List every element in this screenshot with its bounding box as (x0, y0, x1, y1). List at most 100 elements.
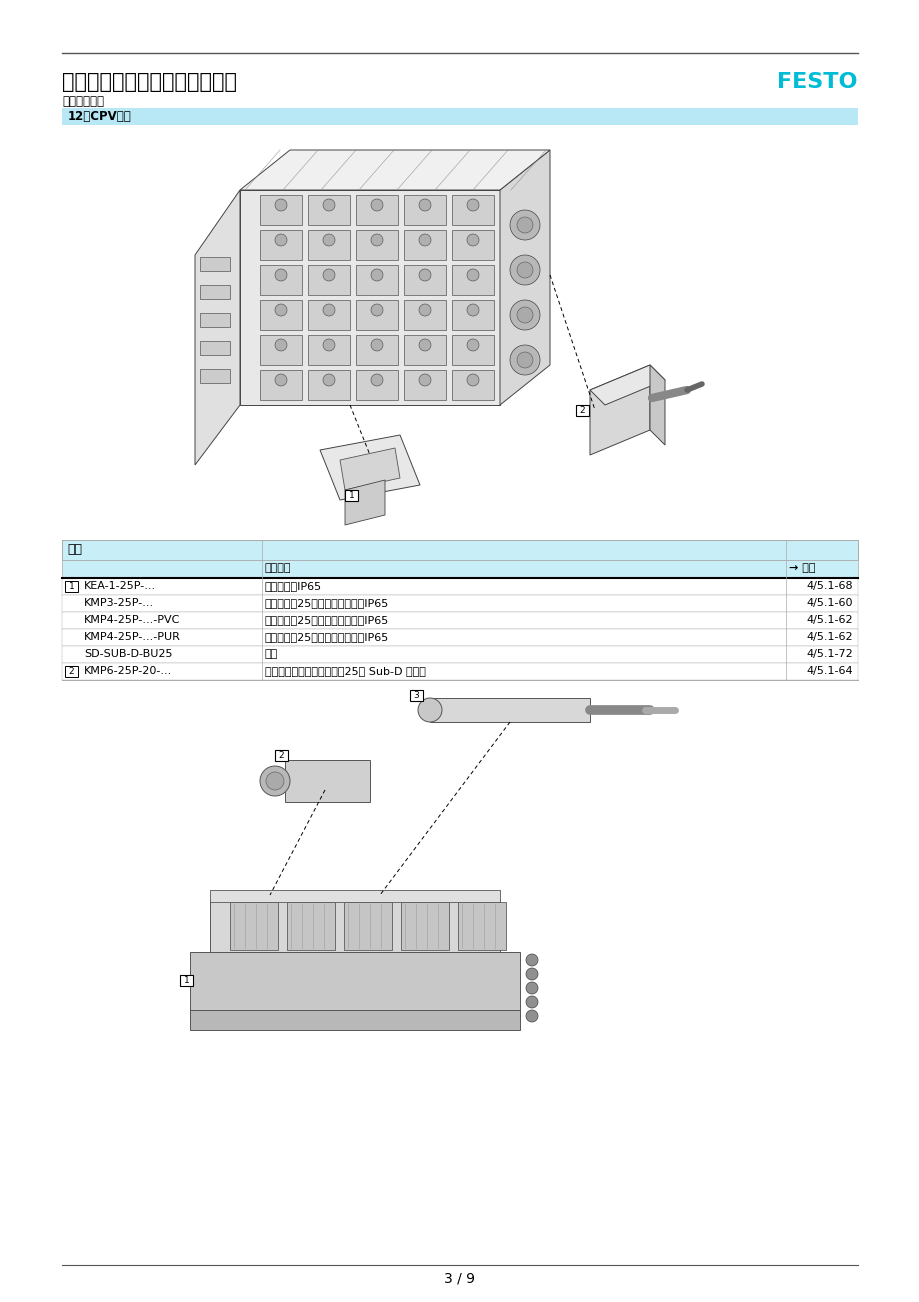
Circle shape (467, 303, 479, 316)
Text: 3 / 9: 3 / 9 (444, 1272, 475, 1286)
Polygon shape (320, 435, 420, 500)
Bar (451, 266, 494, 296)
Bar (230, 902, 278, 950)
Circle shape (275, 234, 287, 246)
Text: SD-SUB-D-BU25: SD-SUB-D-BU25 (84, 648, 173, 659)
Bar (287, 902, 335, 950)
Circle shape (467, 374, 479, 385)
Bar (410, 690, 423, 700)
Bar (260, 335, 301, 365)
Text: 1: 1 (69, 582, 74, 591)
Circle shape (516, 217, 532, 233)
Circle shape (275, 199, 287, 211)
Circle shape (275, 374, 287, 385)
Circle shape (323, 199, 335, 211)
Circle shape (370, 339, 382, 352)
Circle shape (516, 352, 532, 368)
Bar (451, 370, 494, 400)
Bar (308, 266, 349, 296)
Circle shape (323, 339, 335, 352)
Polygon shape (589, 365, 650, 454)
Bar (260, 266, 301, 296)
Circle shape (370, 374, 382, 385)
Bar (403, 335, 446, 365)
Text: 简要说明: 简要说明 (265, 562, 291, 573)
Bar (62, 540, 857, 560)
Bar (260, 195, 301, 225)
Bar (356, 266, 398, 296)
Text: 1: 1 (184, 976, 189, 986)
Text: 连接电缆，适用于拖链，帤25针 Sub-D 型插头: 连接电缆，适用于拖链，帤25针 Sub-D 型插头 (265, 667, 425, 676)
Text: 2: 2 (579, 406, 584, 415)
Text: 连接电缆，25针，适用于拖链，IP65: 连接电缆，25针，适用于拖链，IP65 (265, 598, 389, 608)
Circle shape (509, 345, 539, 375)
Polygon shape (240, 190, 499, 405)
Bar (308, 299, 349, 329)
Bar (199, 341, 230, 355)
Bar (62, 595, 857, 612)
Bar (403, 299, 446, 329)
Text: 外围元件一览: 外围元件一览 (62, 95, 104, 108)
Circle shape (418, 270, 430, 281)
Circle shape (370, 199, 382, 211)
Text: KMP6-25P-20-...: KMP6-25P-20-... (84, 667, 172, 676)
Bar (260, 299, 301, 329)
Circle shape (323, 270, 335, 281)
Bar (403, 230, 446, 260)
Text: 2: 2 (69, 667, 74, 676)
Bar (403, 195, 446, 225)
Bar (308, 335, 349, 365)
Bar (190, 952, 519, 1010)
Polygon shape (650, 365, 664, 445)
Text: 4/5.1-62: 4/5.1-62 (805, 615, 852, 625)
Circle shape (418, 339, 430, 352)
Polygon shape (589, 365, 664, 405)
Circle shape (526, 954, 538, 966)
Circle shape (418, 234, 430, 246)
Bar (199, 285, 230, 299)
Bar (356, 335, 398, 365)
Bar (260, 370, 301, 400)
Bar (275, 750, 288, 760)
Circle shape (526, 967, 538, 980)
Text: → 页码: → 页码 (789, 562, 814, 573)
Text: 插座: 插座 (265, 648, 278, 659)
Circle shape (275, 339, 287, 352)
Text: 3: 3 (414, 691, 419, 700)
Bar (429, 698, 589, 723)
Text: 附件: 附件 (67, 543, 82, 556)
Bar (210, 891, 499, 902)
Circle shape (370, 303, 382, 316)
Circle shape (266, 772, 284, 790)
Text: 4/5.1-68: 4/5.1-68 (805, 581, 852, 591)
Circle shape (526, 982, 538, 993)
Bar (356, 230, 398, 260)
Bar (575, 405, 588, 417)
Bar (199, 312, 230, 327)
Polygon shape (345, 480, 384, 525)
Bar (356, 195, 398, 225)
Bar (401, 902, 448, 950)
Bar (62, 578, 857, 595)
Circle shape (526, 996, 538, 1008)
Text: 4/5.1-72: 4/5.1-72 (805, 648, 852, 659)
Bar (344, 902, 391, 950)
Bar (451, 230, 494, 260)
Circle shape (370, 234, 382, 246)
Text: 1: 1 (348, 491, 354, 500)
Bar (260, 230, 301, 260)
Bar (356, 299, 398, 329)
Circle shape (467, 270, 479, 281)
Bar (65, 667, 78, 677)
Bar (62, 560, 857, 578)
Circle shape (418, 199, 430, 211)
Circle shape (418, 303, 430, 316)
Circle shape (417, 698, 441, 723)
Bar (62, 108, 857, 125)
Bar (210, 900, 499, 952)
Bar (403, 370, 446, 400)
Polygon shape (499, 150, 550, 405)
Text: 2: 2 (278, 751, 284, 760)
Bar (65, 581, 78, 592)
Circle shape (467, 199, 479, 211)
